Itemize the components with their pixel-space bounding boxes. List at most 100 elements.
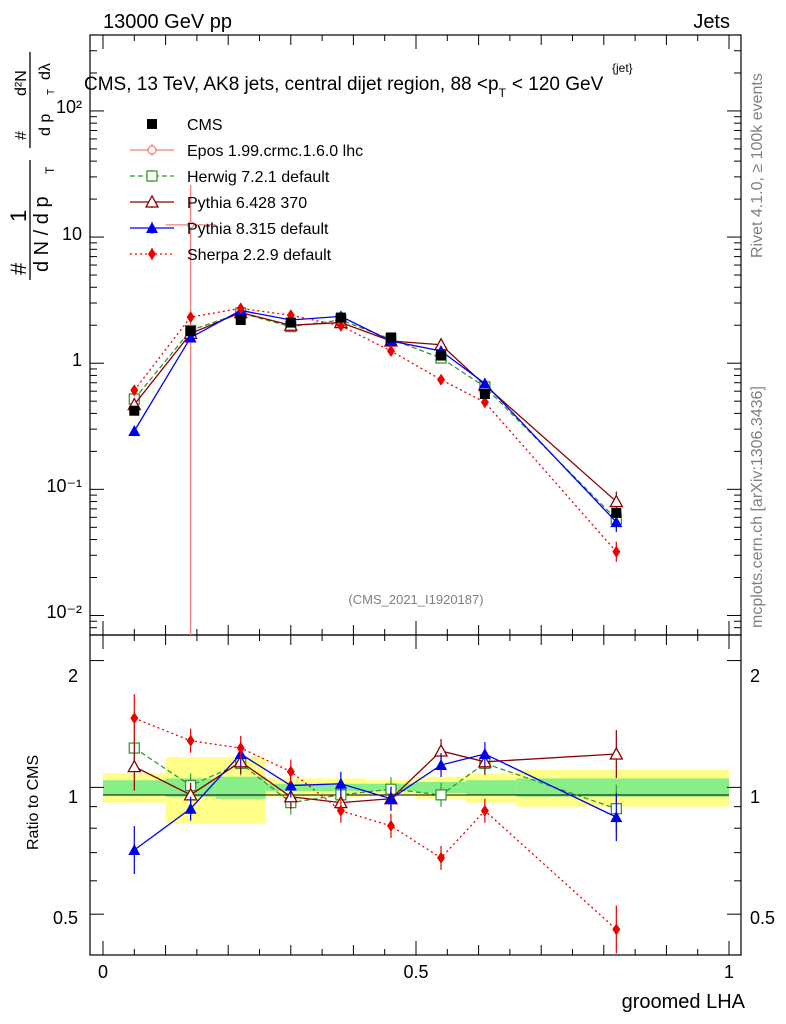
pythia-6428-line: [133, 311, 617, 503]
sherpa-229-point: [130, 384, 139, 397]
sherpa-229-point: [336, 319, 345, 332]
legend-label: CMS: [187, 117, 223, 134]
legend-marker: [148, 248, 156, 260]
legend-marker: [147, 119, 157, 129]
rivet-label: Rivet 4.1.0, ≥ 100k events: [749, 73, 766, 258]
xtick-0: 0: [98, 962, 108, 982]
legend-marker: [144, 194, 160, 208]
legend-label: Pythia 6.428 370: [187, 195, 307, 212]
rtick-1-right: 1: [750, 787, 760, 807]
title-sub: T: [499, 86, 507, 100]
category-label: Jets: [693, 11, 730, 33]
svg-text:dλ: dλ: [37, 63, 54, 80]
pythia-8315-point: [184, 331, 197, 343]
sherpa-229-ratio-point: [336, 804, 345, 817]
analysis-id: (CMS_2021_I1920187): [348, 592, 483, 607]
pythia-8315-ratio-point: [284, 779, 297, 791]
cms-point: [185, 326, 196, 337]
title-suffix: < 120 GeV: [512, 74, 604, 95]
pythia-8315-point: [610, 516, 623, 528]
pythia-8315-ratio-point: [128, 844, 141, 856]
rtick-2-left: 2: [68, 666, 78, 686]
cms-point: [129, 405, 140, 416]
cms-point: [335, 312, 346, 323]
cms-point: [385, 332, 396, 343]
pythia-8315-ratio-point: [184, 802, 197, 814]
ytick-1: 1: [72, 350, 82, 370]
legend: CMS Epos 1.99.crmc.1.6.0 lhc Herwig 7.2.1 …: [130, 117, 363, 264]
ytick-0.1: 10⁻¹: [46, 476, 82, 496]
pythia-8315-point: [128, 425, 141, 437]
sherpa-229-ratio-line: [134, 717, 617, 930]
pythia-6428-point: [609, 494, 624, 508]
legend-label: Herwig 7.2.1 default: [187, 169, 330, 186]
sherpa-229-point: [386, 344, 395, 357]
sherpa-229-ratio-point: [437, 851, 446, 864]
sherpa-229-point: [186, 311, 195, 324]
sherpa-229-ratio-point: [386, 819, 395, 832]
stat-band-bin: [215, 776, 266, 799]
sherpa-229-ratio-point: [480, 804, 489, 817]
cms-point: [611, 507, 622, 518]
cms-point: [235, 315, 246, 326]
pythia-6428-ratio-point: [609, 746, 624, 760]
sherpa-229-point: [236, 302, 245, 315]
ytick-0.01: 10⁻²: [46, 602, 82, 622]
pythia-8315-line: [133, 309, 617, 523]
legend-entry: Herwig 7.2.1 default: [130, 169, 330, 186]
pythia-8315-ratio-point: [384, 792, 397, 804]
svg-text:T: T: [43, 166, 57, 174]
sherpa-229-point: [480, 396, 489, 409]
legend-entry: CMS: [147, 117, 223, 134]
sherpa-229-ratio-point: [612, 923, 621, 936]
cms-point: [479, 388, 490, 399]
pythia-6428-ratio-point: [127, 759, 142, 773]
ytick-100: 10²: [56, 97, 82, 117]
axis-ticks: [90, 34, 741, 956]
legend-marker: [146, 170, 158, 182]
svg-text:T: T: [46, 89, 57, 95]
title-sup: {jet}: [612, 61, 633, 75]
herwig-721-ratio-point: [435, 789, 447, 801]
svg-text:d²N: d²N: [13, 70, 30, 96]
epos-point: [186, 221, 195, 229]
sherpa-229-line: [133, 307, 617, 553]
legend-entry: Sherpa 2.2.9 default: [130, 247, 332, 264]
pythia-8315-ratio-point: [610, 811, 623, 823]
rtick-2-right: 2: [750, 666, 760, 686]
energy-label: 13000 GeV pp: [103, 11, 232, 33]
pythia-8315-ratio-point: [478, 748, 491, 760]
xtick-0.5: 0.5: [403, 962, 428, 982]
legend-label: Epos 1.99.crmc.1.6.0 lhc: [187, 143, 363, 160]
cms-point: [285, 317, 296, 328]
pythia-8315-ratio-point: [334, 777, 347, 789]
legend-marker: [146, 222, 158, 233]
xlabel: groomed LHA: [622, 991, 746, 1013]
rtick-0.5-right: 0.5: [750, 908, 775, 928]
rtick-1-left: 1: [68, 787, 78, 807]
pythia-8315-point: [478, 377, 491, 389]
sherpa-229-point: [612, 545, 621, 558]
sherpa-229-ratio-point: [286, 765, 295, 778]
sherpa-229-ratio-point: [130, 712, 139, 725]
sherpa-229-ratio-point: [186, 734, 195, 747]
cms-point: [436, 350, 447, 361]
svg-text:1: 1: [6, 210, 31, 222]
legend-marker: [147, 145, 157, 155]
xtick-1: 1: [724, 962, 734, 982]
ratio-ylabel: Ratio to CMS: [25, 755, 42, 850]
legend-entry: Pythia 8.315 default: [130, 221, 329, 238]
svg-text:d p: d p: [37, 114, 54, 136]
svg-text:#: #: [6, 262, 31, 275]
stat-band-bin: [516, 778, 729, 797]
herwig-721-line: [133, 312, 617, 520]
ytick-10: 10: [62, 224, 82, 244]
stat-band-bin: [466, 780, 517, 795]
svg-text:d N / d p: d N / d p: [31, 196, 53, 272]
mcplots-label: mcplots.cern.ch [arXiv:1306.3436]: [749, 386, 766, 628]
legend-entry: Pythia 6.428 370: [130, 194, 307, 212]
pythia-8315-ratio-point: [435, 759, 448, 771]
series-layer: [127, 185, 624, 954]
plot-title: CMS, 13 TeV, AK8 jets, central dijet reg…: [84, 74, 604, 100]
